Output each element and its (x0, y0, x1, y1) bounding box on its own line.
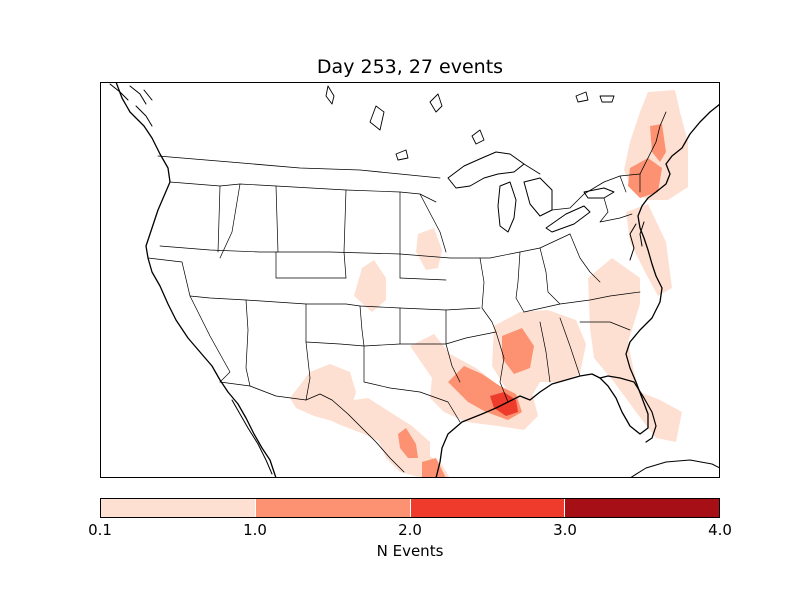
colorbar-label: N Events (376, 542, 444, 560)
event-contours (290, 90, 688, 478)
map-title: Day 253, 27 events (316, 56, 504, 78)
colorbar-tick-label: 4.0 (708, 521, 732, 539)
coastline-chesapeake (629, 221, 645, 261)
border-us-mexico (219, 381, 405, 473)
contour-maine-coast (650, 124, 666, 162)
colorbar-tick-label: 0.1 (88, 521, 112, 539)
contour-ne-mexico-core (398, 428, 418, 458)
border-canada-us (157, 111, 667, 211)
lake-erie (545, 205, 591, 233)
coastline-baja-gulf (231, 399, 273, 475)
coastline-bc-islands (109, 83, 153, 127)
colorbar-bin-2 (254, 499, 410, 517)
colorbar-bin-4 (564, 499, 719, 517)
canada-lakes (325, 85, 615, 161)
contour-new-york (628, 158, 662, 198)
colorbar-bin-3 (409, 499, 565, 517)
map-lines (109, 82, 720, 478)
contour-iowa (416, 228, 442, 270)
lake-superior (447, 151, 525, 189)
coastline-florida (599, 375, 657, 443)
colorbar-tick-label: 1.0 (243, 521, 267, 539)
colorbar (100, 498, 720, 518)
lake-michigan (497, 181, 517, 233)
map-frame (100, 82, 720, 478)
colorbar-tick-label: 3.0 (553, 521, 577, 539)
contour-mid-atlantic (626, 204, 672, 296)
coastline-cuba (629, 459, 720, 478)
contour-ne-mexico-south (422, 458, 446, 478)
colorbar-bin-1 (101, 499, 255, 517)
contour-mississippi-core (502, 328, 534, 374)
contour-southeast (588, 258, 682, 442)
coastline-west (115, 82, 277, 478)
coastline-gulf (435, 103, 720, 478)
colorbar-tick-label: 2.0 (398, 521, 422, 539)
contour-kansas (354, 260, 386, 312)
state-borders (147, 173, 641, 423)
map-panel (100, 82, 720, 478)
lake-ontario (583, 187, 615, 199)
